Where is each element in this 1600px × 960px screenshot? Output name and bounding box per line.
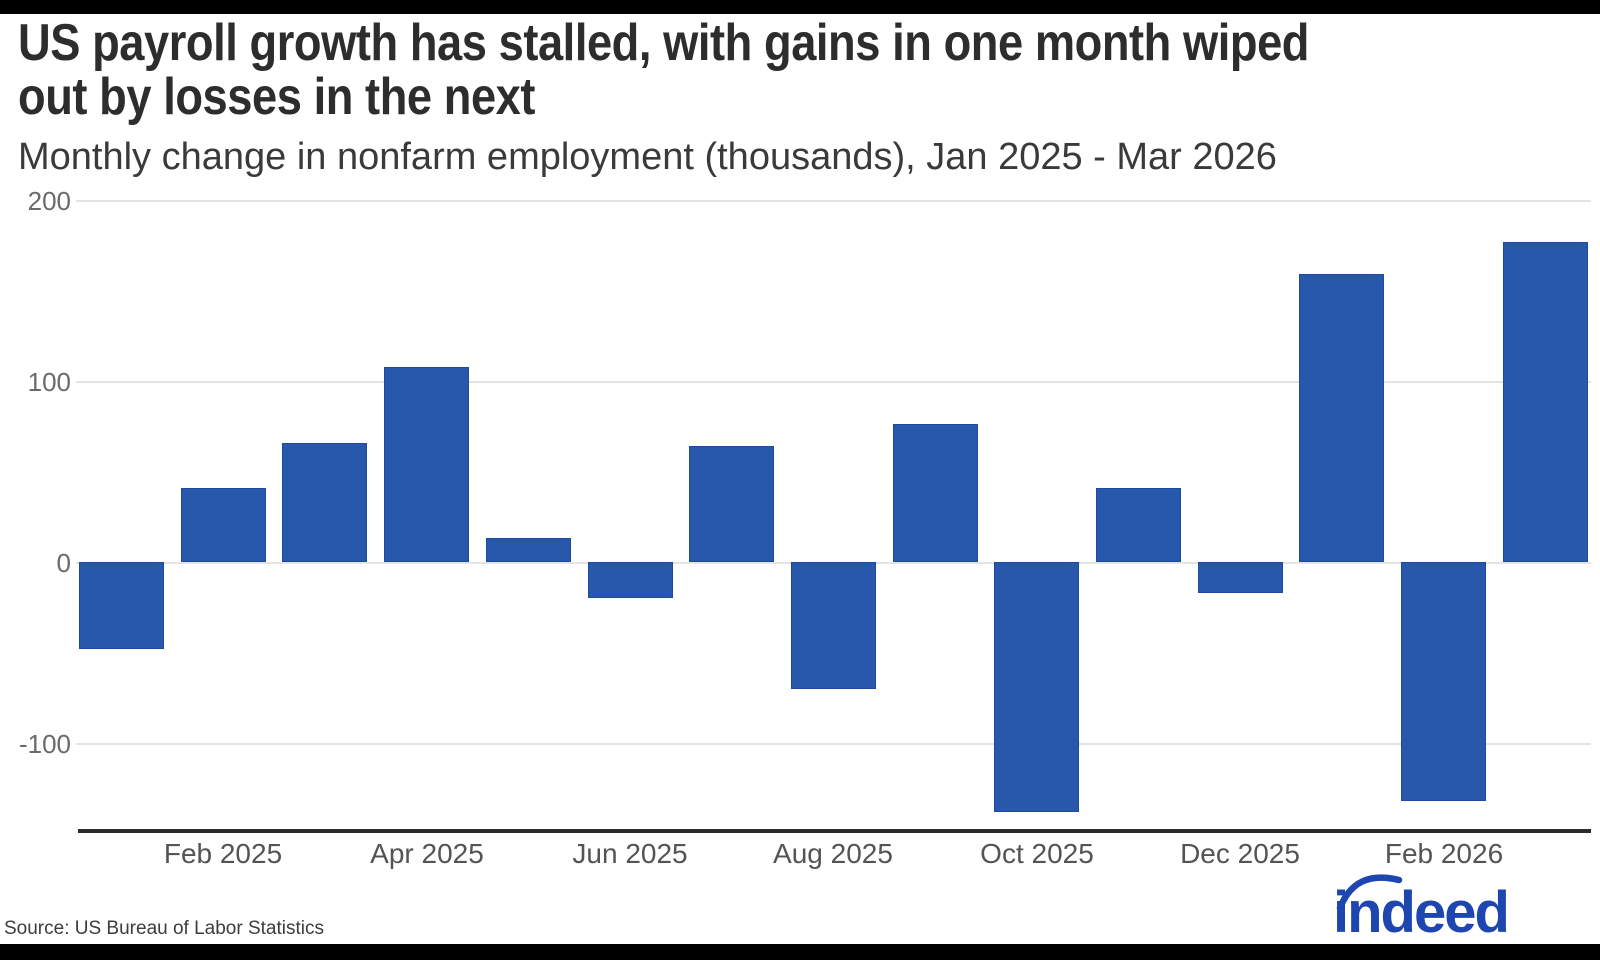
x-axis-tick-label: Aug 2025: [773, 838, 893, 869]
indeed-logo: indeed: [1333, 866, 1553, 945]
top-border-bar: [0, 0, 1600, 14]
bar-feb-2026: [1401, 562, 1486, 801]
bar-may-2025: [486, 538, 571, 562]
bar-sep-2025: [893, 424, 978, 562]
chart-title-line-2: out by losses in the next: [18, 68, 536, 126]
indeed-wordmark: indeed: [1333, 880, 1508, 940]
gridline-y-100: [76, 381, 1591, 383]
x-axis-tick-label: Apr 2025: [370, 838, 484, 869]
bar-dec-2025: [1198, 562, 1283, 593]
y-axis-tick-label: -100: [18, 729, 71, 759]
x-axis-tick-label: Dec 2025: [1180, 838, 1300, 869]
source-note: Source: US Bureau of Labor Statistics: [4, 918, 324, 939]
bar-aug-2025: [791, 562, 876, 689]
bottom-border-bar: [0, 944, 1600, 960]
bar-jun-2025: [588, 562, 673, 598]
x-axis-tick-label: Feb 2026: [1384, 838, 1504, 869]
bar-jan-2026: [1299, 274, 1384, 562]
x-axis-line: [78, 829, 1591, 833]
chart-subtitle: Monthly change in nonfarm employment (th…: [18, 136, 1277, 178]
x-axis-tick-label: Jun 2025: [572, 838, 688, 869]
bar-mar-2026: [1503, 242, 1588, 562]
bar-mar-2025: [282, 443, 367, 562]
gridline-y--100: [76, 743, 1591, 745]
bar-jul-2025: [689, 446, 774, 562]
bar-nov-2025: [1096, 488, 1181, 562]
x-axis-tick-label: Feb 2025: [163, 838, 283, 869]
gridline-y-200: [76, 200, 1591, 202]
x-axis-tick-label: Oct 2025: [980, 838, 1094, 869]
y-axis-tick-label: 100: [27, 367, 71, 397]
y-axis-tick-label: 200: [27, 186, 71, 216]
y-axis-tick-label: 0: [56, 548, 71, 578]
bar-jan-2025: [79, 562, 164, 649]
bar-feb-2025: [181, 488, 266, 562]
chart-title-line-1: US payroll growth has stalled, with gain…: [18, 14, 1310, 72]
bar-apr-2025: [384, 367, 469, 562]
indeed-arc-icon: [1336, 874, 1403, 912]
bar-oct-2025: [994, 562, 1079, 812]
